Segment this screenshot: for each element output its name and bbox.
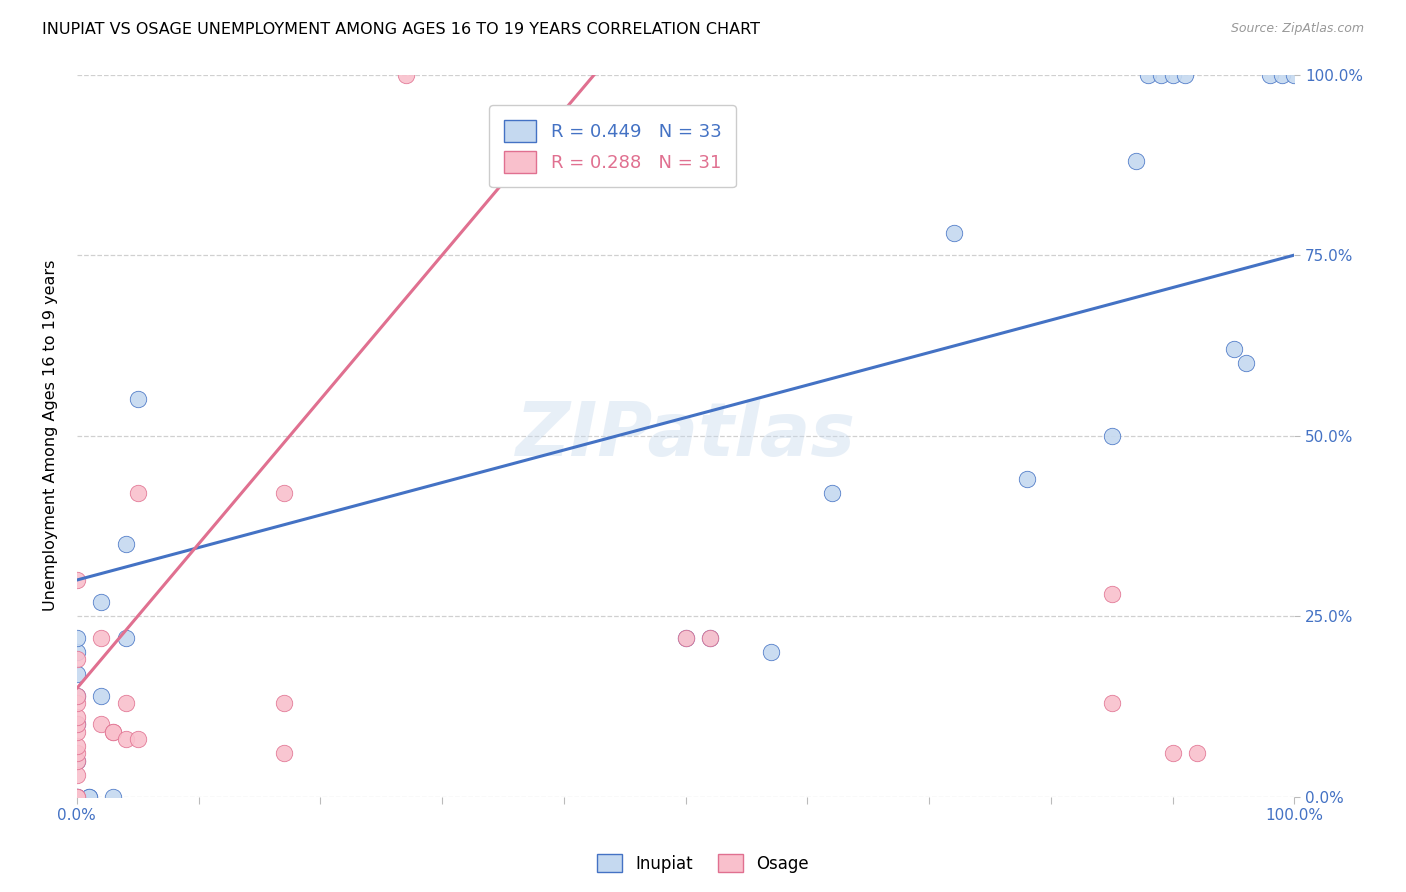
Point xyxy=(1161,68,1184,82)
Point xyxy=(1125,154,1147,169)
Point xyxy=(90,595,112,609)
Point xyxy=(1161,747,1184,761)
Point xyxy=(1149,68,1171,82)
Point xyxy=(1015,472,1038,486)
Point xyxy=(90,689,112,703)
Point xyxy=(699,631,721,645)
Point xyxy=(66,652,89,666)
Point xyxy=(66,710,89,724)
Point xyxy=(66,789,89,804)
Point xyxy=(66,717,89,731)
Point xyxy=(66,789,89,804)
Point xyxy=(66,789,89,804)
Point xyxy=(127,486,149,500)
Point xyxy=(114,537,136,551)
Point xyxy=(1101,428,1123,442)
Point xyxy=(66,754,89,768)
Point xyxy=(103,724,125,739)
Point xyxy=(699,631,721,645)
Point xyxy=(66,631,89,645)
Point xyxy=(103,724,125,739)
Point xyxy=(127,731,149,746)
Point xyxy=(675,631,697,645)
Text: Source: ZipAtlas.com: Source: ZipAtlas.com xyxy=(1230,22,1364,36)
Point xyxy=(1101,696,1123,710)
Point xyxy=(1185,747,1208,761)
Text: INUPIAT VS OSAGE UNEMPLOYMENT AMONG AGES 16 TO 19 YEARS CORRELATION CHART: INUPIAT VS OSAGE UNEMPLOYMENT AMONG AGES… xyxy=(42,22,761,37)
Text: ZIPatlas: ZIPatlas xyxy=(516,399,856,472)
Point xyxy=(1258,68,1281,82)
Point xyxy=(66,696,89,710)
Point xyxy=(66,573,89,587)
Point xyxy=(1137,68,1160,82)
Point xyxy=(66,689,89,703)
Y-axis label: Unemployment Among Ages 16 to 19 years: Unemployment Among Ages 16 to 19 years xyxy=(44,260,58,611)
Point xyxy=(66,645,89,659)
Point xyxy=(1271,68,1294,82)
Point xyxy=(942,227,965,241)
Point xyxy=(66,768,89,782)
Point xyxy=(90,631,112,645)
Point xyxy=(1284,68,1306,82)
Legend: Inupiat, Osage: Inupiat, Osage xyxy=(591,847,815,880)
Point xyxy=(90,717,112,731)
Point xyxy=(759,645,782,659)
Point xyxy=(1101,587,1123,601)
Point xyxy=(66,724,89,739)
Point xyxy=(66,717,89,731)
Point xyxy=(273,486,295,500)
Point xyxy=(114,696,136,710)
Point xyxy=(821,486,844,500)
Point xyxy=(103,789,125,804)
Legend: R = 0.449   N = 33, R = 0.288   N = 31: R = 0.449 N = 33, R = 0.288 N = 31 xyxy=(489,105,735,187)
Point xyxy=(77,789,100,804)
Point xyxy=(114,731,136,746)
Point xyxy=(66,739,89,753)
Point xyxy=(1234,356,1257,370)
Point xyxy=(66,667,89,681)
Point xyxy=(1222,342,1244,356)
Point xyxy=(66,789,89,804)
Point xyxy=(66,747,89,761)
Point xyxy=(675,631,697,645)
Point xyxy=(1174,68,1197,82)
Point xyxy=(127,392,149,407)
Point xyxy=(66,754,89,768)
Point xyxy=(114,631,136,645)
Point xyxy=(77,789,100,804)
Point xyxy=(66,689,89,703)
Point xyxy=(273,696,295,710)
Point xyxy=(394,68,416,82)
Point xyxy=(273,747,295,761)
